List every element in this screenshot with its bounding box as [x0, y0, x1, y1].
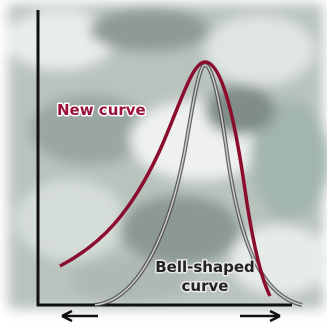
bell-curve-label: Bell-shaped	[155, 258, 255, 276]
bell-curve-label: curve	[182, 277, 229, 295]
diagram: New curve Bell-shaped curve	[0, 0, 327, 322]
new-curve-label: New curve	[57, 101, 146, 119]
